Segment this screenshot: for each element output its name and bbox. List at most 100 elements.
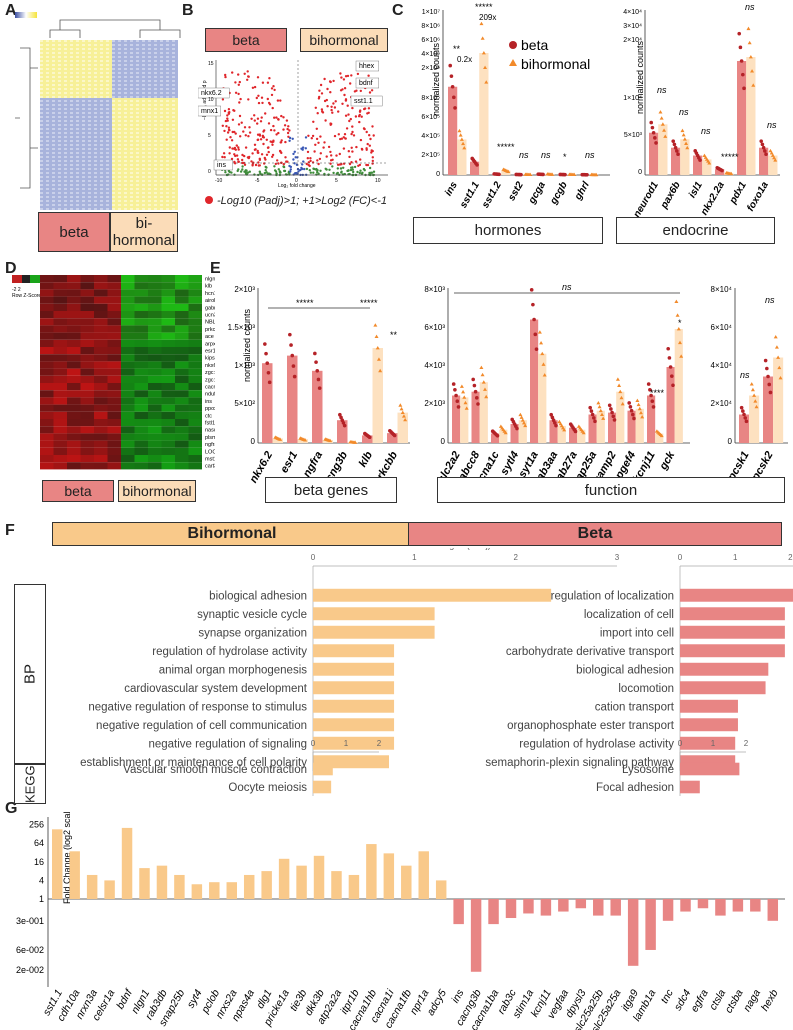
fold-bar-dlg1 (261, 871, 272, 899)
volcano-point (305, 167, 309, 171)
g-ytick: 64 (34, 838, 44, 848)
heatmap-cell (94, 383, 108, 391)
heatmap-cell (148, 375, 162, 383)
point-beta (563, 172, 567, 177)
beta-bp-term: organophosphate ester transport (507, 720, 675, 732)
heatmap-gene-nkx6.2: nkx6.2 (205, 363, 215, 369)
bi-bp-term: regulation of hydrolase activity (152, 646, 307, 658)
fold-bar-egfra (697, 899, 709, 909)
volcano-point (351, 106, 354, 110)
volcano-point (356, 72, 360, 76)
bar-beta-slc2a2 (452, 395, 461, 443)
heatmap-cell (67, 368, 81, 376)
volcano-point (308, 169, 311, 172)
legend-dot-beta (509, 41, 517, 49)
heatmap-cell (175, 332, 189, 340)
point-bihormonal (403, 417, 408, 422)
beta-kegg-tick: 0 (678, 739, 683, 748)
heatmap-cell (53, 397, 67, 405)
beta-bp-bar (680, 625, 785, 639)
volcano-point (304, 147, 307, 150)
heatmap-cell (94, 311, 108, 319)
volcano-point (239, 97, 242, 101)
volcano-point (329, 150, 332, 154)
point-bihormonal (400, 410, 405, 414)
beta-genes-sig: ***** (296, 298, 314, 308)
point-bihormonal (353, 440, 358, 444)
volcano-point (312, 120, 315, 124)
point-bihormonal (594, 172, 599, 177)
heatmap-cell (67, 339, 81, 347)
heatmap-cell (80, 390, 94, 398)
volcano-point (339, 89, 343, 92)
bi-bp-term: negative regulation of response to stimu… (88, 701, 307, 713)
point-beta (264, 351, 268, 356)
heatmap-cell (80, 419, 94, 427)
volcano-point (368, 134, 371, 137)
volcano-point (229, 136, 232, 139)
volcano-point (231, 71, 234, 74)
gene-tick-ghrl: ghrl (572, 180, 592, 203)
volcano-point (280, 139, 283, 142)
volcano-point (337, 110, 340, 113)
heatmap-cell (107, 462, 121, 470)
bar-beta-nkx2.2a (715, 169, 725, 175)
bi-bp-bar (313, 588, 552, 602)
volcano-point (358, 171, 361, 175)
gene-tick-klb: klb (357, 449, 375, 469)
heatmap-cell (175, 390, 189, 398)
volcano-point (326, 87, 329, 91)
volcano-point (237, 148, 240, 151)
heatmap-cell (188, 325, 202, 333)
volcano-point (241, 153, 244, 157)
heatmap-cell (67, 383, 81, 391)
volcano-point (246, 171, 250, 174)
volcano-point (330, 154, 333, 157)
point-bihormonal (618, 389, 623, 394)
heatmap-gene-plsmb3: plsmb3 (205, 435, 215, 441)
gene-tick-ins: ins (443, 180, 460, 198)
beta-bp-bar (680, 681, 766, 695)
point-beta (667, 356, 672, 360)
point-bihormonal (774, 345, 779, 349)
heatmap-cell (121, 332, 135, 340)
volcano-point (306, 157, 309, 160)
heatmap-cell (107, 455, 121, 463)
heatmap-cell (188, 275, 202, 283)
fold-bar-pricke1a (278, 858, 290, 899)
heatmap-cell (188, 411, 202, 419)
volcano-point (318, 89, 321, 92)
volcano-point (264, 169, 267, 172)
volcano-point (230, 139, 234, 142)
volcano-point (365, 148, 368, 151)
bar-beta-pdx1 (737, 61, 747, 175)
panel-g-chart: Fold Change (log2 scale) 256 64 16 4 1 3e-001 6… (16, 812, 785, 1030)
heatmap-cell (161, 375, 175, 383)
heatmap-cell (94, 411, 108, 419)
point-bihormonal (601, 416, 606, 420)
gene-label-box (350, 95, 383, 107)
volcano-point (224, 171, 227, 174)
bar-beta-foxo1a (759, 147, 769, 175)
point-bihormonal (464, 406, 469, 410)
volcano-xtick: 0 (295, 178, 298, 184)
fold-bar-hexb (767, 899, 779, 921)
heatmap-cell (161, 411, 175, 419)
heatmap-cell (134, 325, 148, 333)
volcano-point (313, 167, 316, 171)
heatmap-cell (161, 332, 175, 340)
point-beta (451, 382, 456, 386)
heatmap-cell (161, 390, 175, 398)
endocrine-sig: ns (657, 85, 667, 95)
volcano-point (357, 164, 360, 167)
heatmap-cell (80, 275, 94, 283)
heatmap-cell (53, 318, 67, 326)
bar-beta-vamp2 (608, 412, 617, 443)
heatmap-cell (67, 303, 81, 311)
point-beta (267, 380, 272, 385)
point-bihormonal (747, 40, 752, 45)
heatmap-cell (161, 383, 175, 391)
volcano-point (250, 117, 253, 120)
heatmap-cell (80, 397, 94, 405)
gene-tick-pax6b: pax6b (658, 180, 682, 211)
